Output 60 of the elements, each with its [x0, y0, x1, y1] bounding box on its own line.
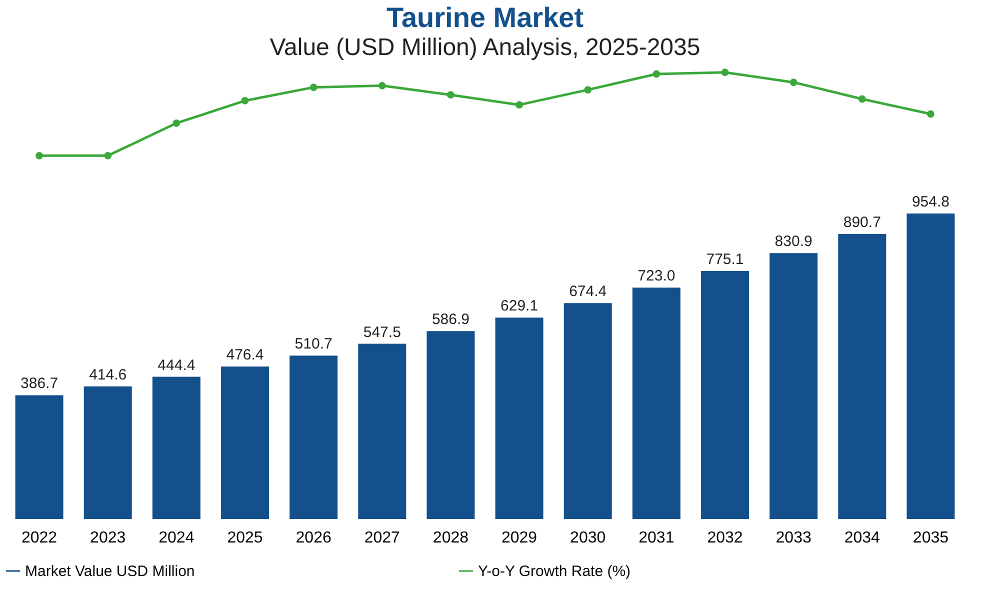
- point: [241, 96, 249, 104]
- point: [104, 152, 112, 160]
- legend-label: Y-o-Y Growth Rate (%): [478, 563, 631, 580]
- bar: [632, 288, 680, 519]
- point: [447, 91, 454, 99]
- point: [172, 119, 180, 127]
- bar: [152, 376, 200, 519]
- point: [858, 95, 866, 103]
- point: [36, 152, 43, 160]
- bar: [426, 331, 475, 519]
- x-tick-label: 2031: [638, 530, 674, 546]
- bar: [290, 356, 338, 519]
- point: [310, 84, 318, 92]
- bar: [838, 234, 886, 519]
- data-label: 890.7: [843, 214, 881, 231]
- bar: [358, 344, 406, 519]
- x-tick-label: 2025: [227, 530, 263, 546]
- bar: [495, 318, 544, 519]
- point: [584, 86, 592, 94]
- x-tick-label: 2023: [90, 530, 126, 546]
- x-tick-label: 2033: [776, 530, 812, 546]
- bar: [15, 395, 64, 519]
- data-label: 586.9: [432, 311, 470, 328]
- data-label: 414.6: [89, 366, 127, 384]
- data-label: 444.4: [158, 356, 196, 374]
- data-label: 954.8: [912, 193, 950, 210]
- data-label: 775.1: [706, 250, 744, 268]
- data-label: 476.4: [226, 346, 264, 364]
- chart-title: Taurine Market: [386, 2, 584, 33]
- bar: [221, 366, 269, 519]
- bar: [564, 303, 612, 519]
- point: [652, 70, 660, 78]
- point: [378, 82, 386, 90]
- x-tick-label: 2029: [501, 530, 538, 546]
- x-tick-label: 2028: [432, 530, 469, 546]
- data-label: 386.7: [20, 375, 58, 392]
- point: [516, 101, 523, 109]
- bar: [770, 253, 818, 519]
- x-tick-label: 2022: [21, 530, 58, 546]
- data-label: 629.1: [500, 298, 538, 315]
- x-tick-label: 2027: [364, 530, 400, 546]
- bar: [906, 213, 955, 519]
- point: [721, 68, 729, 76]
- data-label: 723.0: [638, 268, 676, 285]
- data-label: 510.7: [294, 336, 332, 353]
- legend-label: Market Value USD Million: [25, 563, 195, 580]
- data-label: 830.9: [774, 233, 812, 250]
- x-tick-label: 2026: [296, 530, 332, 546]
- data-label: 547.5: [363, 324, 401, 341]
- bar: [84, 386, 132, 519]
- bar: [701, 270, 749, 519]
- point: [790, 78, 798, 86]
- data-label: 674.4: [569, 283, 607, 300]
- point: [927, 110, 934, 118]
- chart-subtitle: Value (USD Million) Analysis, 2025-2035: [270, 34, 700, 61]
- x-tick-label: 2030: [570, 530, 606, 546]
- x-tick-label: 2024: [158, 530, 194, 546]
- x-tick-label: 2034: [844, 530, 880, 546]
- x-tick-label: 2032: [707, 530, 743, 546]
- x-tick-label: 2035: [912, 530, 949, 546]
